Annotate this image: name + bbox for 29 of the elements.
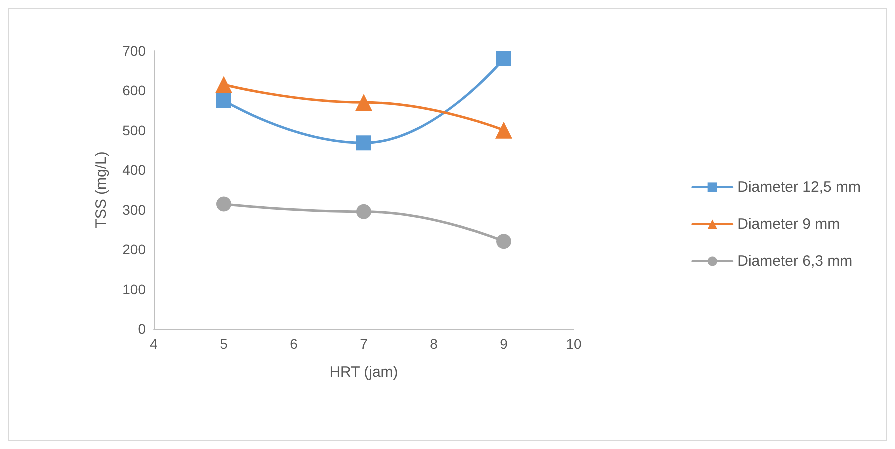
point (496, 51, 512, 66)
y-tick-label: 500 (122, 122, 146, 138)
y-tick-label: 100 (122, 281, 146, 298)
point (496, 122, 512, 139)
x-tick-label: 9 (500, 336, 508, 352)
y-tick-label: 700 (122, 43, 146, 59)
legend-label: Diameter 9 mm (738, 216, 840, 233)
point (356, 136, 372, 151)
y-tick-label: 300 (122, 202, 146, 218)
legend-label: Diameter 6,3 mm (738, 253, 853, 270)
y-tick-label: 200 (122, 242, 146, 258)
x-tick-label: 7 (360, 336, 368, 352)
legend-label: Diameter 12,5 mm (738, 179, 862, 196)
point (216, 196, 232, 212)
x-tick-label: 10 (566, 336, 582, 352)
point (496, 234, 512, 250)
point (216, 76, 232, 94)
x-axis-title: HRT (jam) (330, 364, 398, 381)
x-tick-label: 8 (430, 336, 438, 352)
x-tick-label: 5 (220, 336, 228, 352)
y-tick-label: 0 (138, 321, 146, 337)
point (216, 93, 232, 108)
x-tick-label: 6 (290, 336, 298, 352)
point (356, 204, 372, 220)
y-tick-label: 600 (122, 82, 146, 99)
point (356, 94, 372, 112)
x-tick-label: 4 (150, 336, 158, 352)
y-tick-label: 400 (122, 162, 146, 178)
y-axis-title: TSS (mg/L) (93, 152, 110, 228)
